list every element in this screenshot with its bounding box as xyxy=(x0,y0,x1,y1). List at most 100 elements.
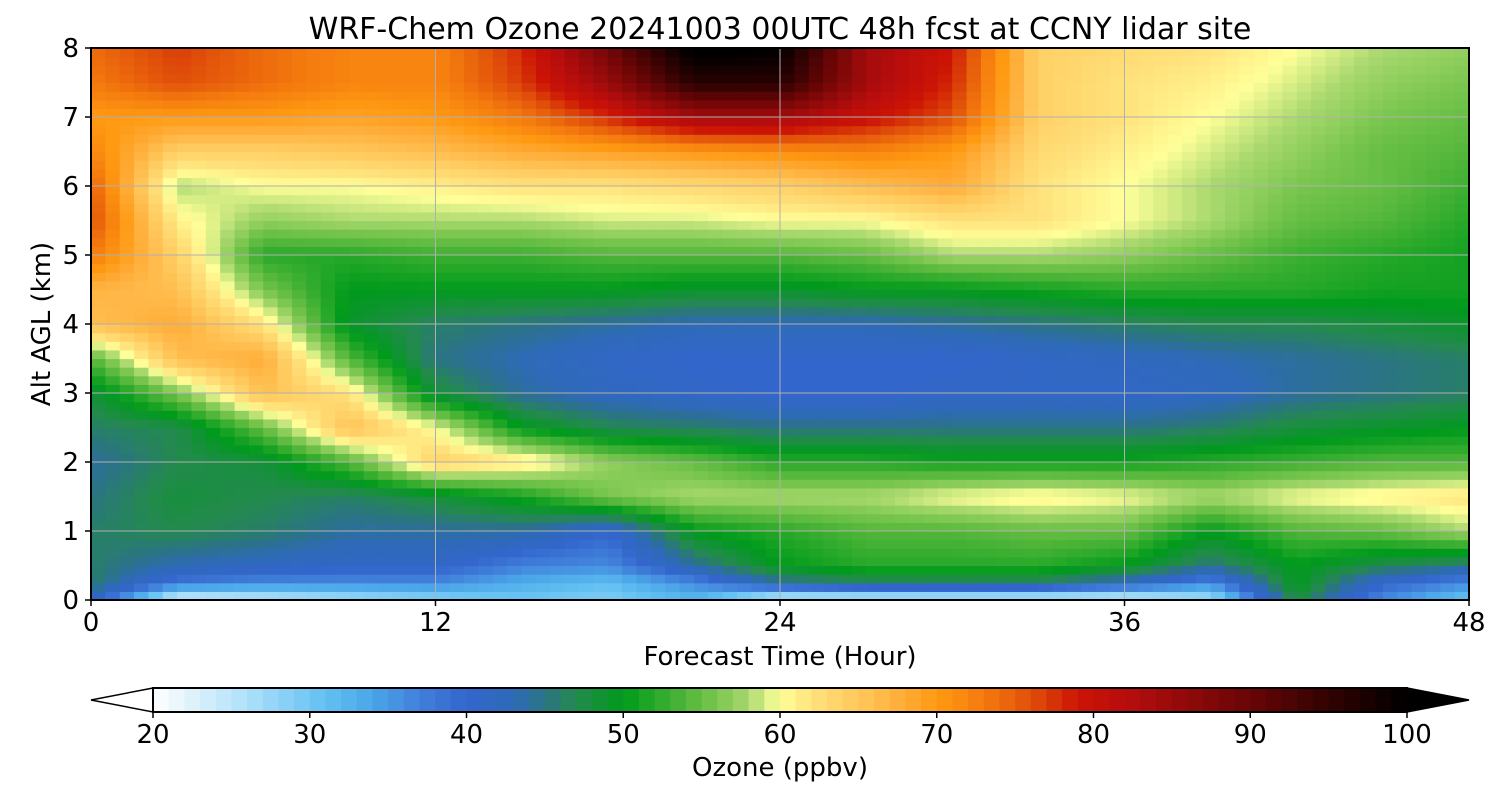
heatmap-cell xyxy=(492,375,508,385)
heatmap-cell xyxy=(191,151,207,161)
heatmap-cell xyxy=(392,496,408,506)
heatmap-cell xyxy=(751,203,767,213)
heatmap-cell xyxy=(349,289,365,299)
heatmap-cell xyxy=(923,211,939,222)
heatmap-cell xyxy=(378,203,394,213)
heatmap-cell xyxy=(1196,470,1212,480)
heatmap-cell xyxy=(823,358,839,368)
heatmap-cell xyxy=(435,444,451,454)
heatmap-cell xyxy=(880,177,896,187)
heatmap-cell xyxy=(277,574,293,584)
heatmap-cell xyxy=(952,194,968,204)
heatmap-cell xyxy=(722,151,738,161)
heatmap-cell xyxy=(708,91,724,101)
heatmap-cell xyxy=(205,117,221,127)
heatmap-cell xyxy=(478,324,494,334)
heatmap-cell xyxy=(1038,496,1054,506)
heatmap-cell xyxy=(191,556,207,567)
heatmap-cell xyxy=(894,358,910,368)
heatmap-cell xyxy=(966,177,982,187)
heatmap-cell xyxy=(823,375,839,385)
heatmap-cell xyxy=(148,453,164,463)
heatmap-cell xyxy=(291,125,307,135)
heatmap-cell xyxy=(650,56,666,66)
heatmap-cell xyxy=(248,324,264,334)
heatmap-cell xyxy=(937,375,953,385)
heatmap-cell xyxy=(1196,367,1212,377)
heatmap-cell xyxy=(765,203,781,213)
heatmap-cell xyxy=(1167,418,1183,429)
heatmap-cell xyxy=(378,280,394,291)
heatmap-cell xyxy=(1124,194,1140,204)
heatmap-cell xyxy=(177,479,193,489)
heatmap-cell xyxy=(866,401,882,411)
heatmap-cell xyxy=(1181,531,1197,541)
heatmap-cell xyxy=(1181,453,1197,463)
heatmap-cell xyxy=(378,444,394,454)
heatmap-cell xyxy=(794,531,810,541)
heatmap-cell xyxy=(263,65,279,75)
heatmap-cell xyxy=(794,255,810,265)
heatmap-cell xyxy=(162,280,178,291)
heatmap-cell xyxy=(780,531,795,541)
heatmap-cell xyxy=(335,263,350,273)
heatmap-cell xyxy=(277,513,293,523)
heatmap-cell xyxy=(736,220,752,230)
heatmap-cell xyxy=(880,324,896,334)
heatmap-cell xyxy=(277,591,293,601)
heatmap-cell xyxy=(550,315,566,325)
heatmap-cell xyxy=(1067,82,1083,92)
heatmap-cell xyxy=(105,125,121,135)
heatmap-cell xyxy=(535,160,551,170)
heatmap-cell xyxy=(320,393,336,403)
heatmap-cell xyxy=(1052,280,1068,291)
heatmap-cell xyxy=(579,82,594,92)
heatmap-cell xyxy=(464,470,480,480)
heatmap-cell xyxy=(392,436,408,446)
heatmap-cell xyxy=(220,565,236,575)
heatmap-cell xyxy=(148,73,164,84)
heatmap-cell xyxy=(119,556,135,567)
heatmap-cell xyxy=(751,186,767,196)
heatmap-cell xyxy=(1181,117,1197,127)
heatmap-cell xyxy=(191,505,207,515)
heatmap-cell xyxy=(320,367,336,377)
heatmap-cell xyxy=(191,513,207,523)
heatmap-cell xyxy=(119,56,135,66)
heatmap-cell xyxy=(794,82,810,92)
heatmap-cell xyxy=(808,263,824,273)
heatmap-cell xyxy=(1124,393,1140,403)
heatmap-cell xyxy=(736,306,752,316)
heatmap-cell xyxy=(177,168,193,178)
heatmap-cell xyxy=(234,65,250,75)
heatmap-cell xyxy=(736,211,752,222)
heatmap-cell xyxy=(693,496,709,506)
heatmap-cell xyxy=(966,487,982,498)
heatmap-cell xyxy=(622,298,638,308)
heatmap-cell xyxy=(521,151,537,161)
heatmap-cell xyxy=(837,531,853,541)
heatmap-cell xyxy=(320,574,336,584)
heatmap-cell xyxy=(1081,289,1097,299)
heatmap-cell xyxy=(1067,56,1083,66)
heatmap-cell xyxy=(550,65,566,75)
heatmap-cell xyxy=(1009,246,1025,256)
heatmap-cell xyxy=(607,125,623,135)
heatmap-cell xyxy=(650,556,666,567)
heatmap-cell xyxy=(966,229,982,239)
heatmap-cell xyxy=(535,186,551,196)
heatmap-cell xyxy=(966,324,982,334)
heatmap-cell xyxy=(177,513,193,523)
heatmap-cell xyxy=(636,142,652,153)
heatmap-cell xyxy=(1196,203,1212,213)
heatmap-cell xyxy=(162,444,178,454)
heatmap-cell xyxy=(952,220,968,230)
heatmap-cell xyxy=(119,48,135,58)
heatmap-cell xyxy=(1081,505,1097,515)
heatmap-cell xyxy=(607,177,623,187)
heatmap-cell xyxy=(535,289,551,299)
heatmap-cell xyxy=(593,306,609,316)
heatmap-cell xyxy=(693,211,709,222)
heatmap-cell xyxy=(823,65,839,75)
heatmap-cell xyxy=(464,134,480,144)
